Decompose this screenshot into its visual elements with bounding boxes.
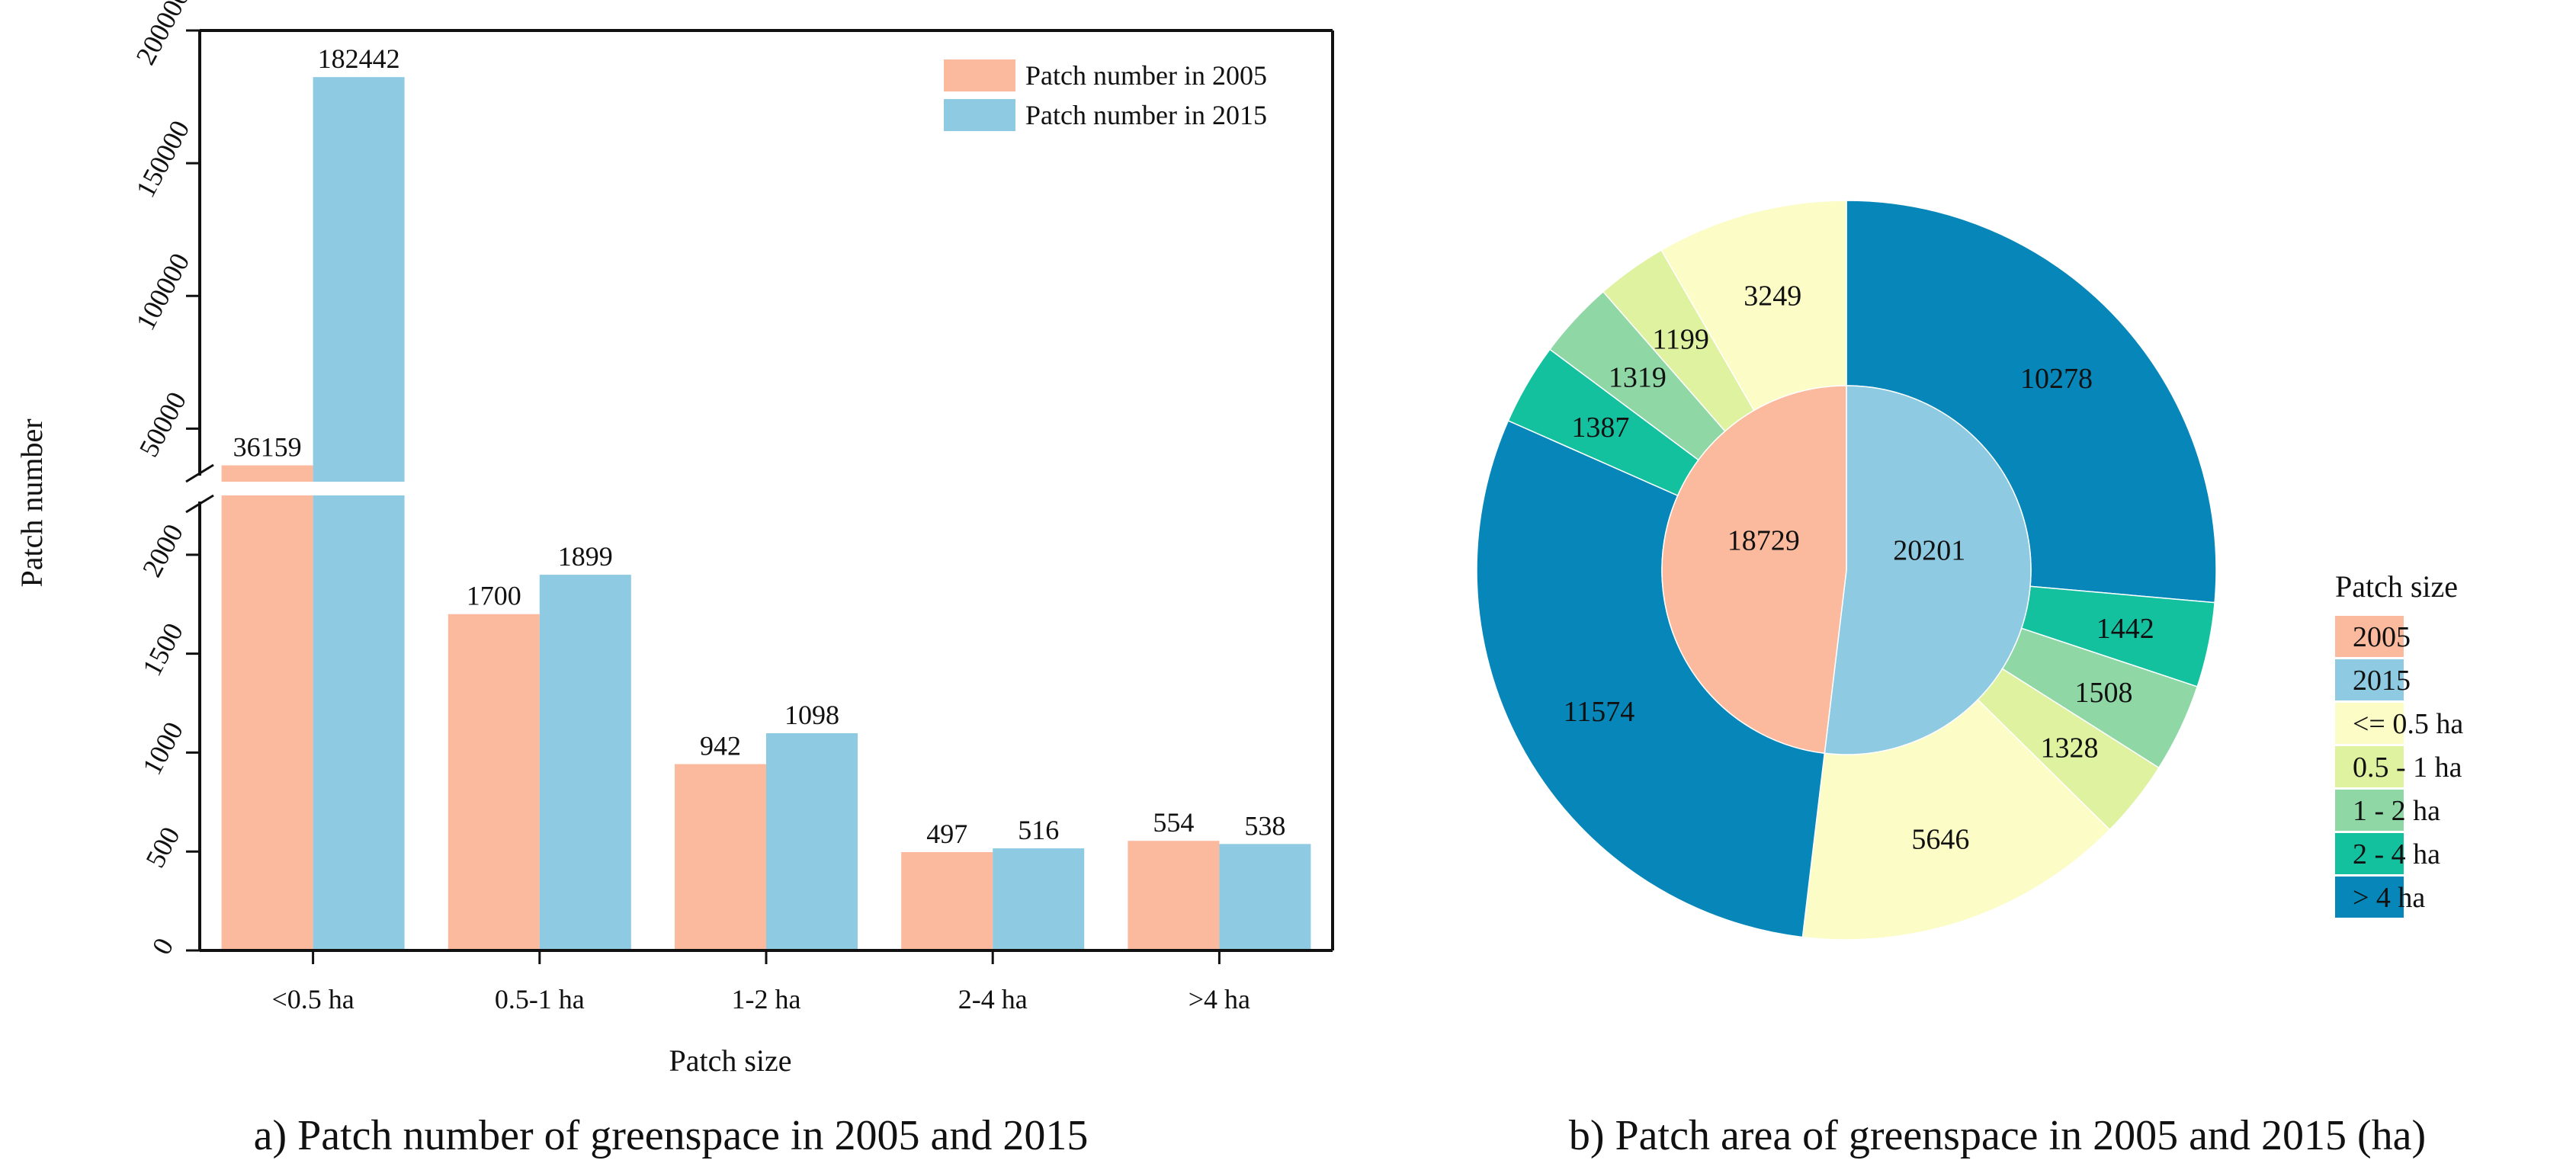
donut-outer-label: 1328 [2040, 732, 2098, 764]
pie-legend-label: <= 0.5 ha [2353, 708, 2463, 740]
bar-data-label: 1700 [467, 581, 521, 611]
y-tick-label: 500 [140, 822, 186, 872]
pie-legend-swatch [2335, 790, 2404, 831]
bar-data-label: 182442 [318, 43, 400, 74]
pie-legend-swatch [2335, 833, 2404, 874]
y-tick-label: 2000 [136, 519, 189, 582]
bar-upper-segment [313, 77, 405, 482]
y-tick-label: 0 [146, 933, 180, 960]
bar [766, 732, 858, 950]
bar-chart-patch-number: Patch number Patch size a) Patch number … [14, 0, 1334, 1159]
pie-legend-label: 0.5 - 1 ha [2353, 752, 2462, 784]
y-tick-label: 50000 [133, 387, 193, 462]
axis-break-gap [177, 482, 1333, 495]
bar [448, 614, 540, 950]
bar [993, 848, 1085, 950]
x-tick-label: <0.5 ha [271, 984, 354, 1014]
donut-inner-label: 20201 [1893, 534, 1965, 566]
donut-inner-slice [1661, 385, 1847, 755]
legend-label-2005: Patch number in 2005 [1025, 60, 1267, 91]
bar-data-label: 1098 [784, 700, 839, 730]
pie-chart-patch-area: 10278 1442 1508 1328 5646 11574 1387 1319 1199 32… [1476, 200, 2463, 1159]
bar [1219, 844, 1311, 950]
donut-outer-label: 3249 [1744, 280, 1801, 312]
bar-y-axis-label: Patch number [14, 418, 49, 587]
pie-legend-swatch [2335, 746, 2404, 787]
pie-legend-title: Patch size [2335, 569, 2458, 604]
pie-chart-caption: b) Patch area of greenspace in 2005 and … [1569, 1112, 2426, 1159]
donut-outer-label: 1319 [1609, 361, 1667, 393]
bar [539, 575, 631, 950]
axis-break-mark [185, 494, 214, 514]
pie-legend-label: > 4 ha [2353, 882, 2425, 914]
bar-data-label: 1899 [558, 541, 613, 572]
legend-swatch-2005 [944, 59, 1015, 91]
legend-swatch-2015 [944, 99, 1015, 131]
pie-legend-swatch [2335, 703, 2404, 744]
bar-data-label: 554 [1153, 807, 1194, 838]
donut-inner-slice [1824, 385, 2032, 755]
legend-label-2015: Patch number in 2015 [1025, 100, 1267, 130]
axis-break-mark [185, 463, 214, 483]
pie-legend-label: 1 - 2 ha [2353, 795, 2440, 827]
bar [901, 851, 993, 950]
y-tick-label: 150000 [130, 115, 195, 202]
y-tick-label: 1500 [136, 618, 189, 681]
x-tick-label: 2-4 ha [958, 984, 1028, 1014]
bar-chart-caption: a) Patch number of greenspace in 2005 an… [254, 1112, 1089, 1159]
donut-outer-label: 1199 [1652, 323, 1709, 355]
donut-outer-label: 10278 [2020, 363, 2093, 395]
donut-outer-label: 1442 [2096, 613, 2154, 645]
pie-legend-label: 2005 [2353, 621, 2411, 653]
bar-data-label: 497 [926, 819, 967, 849]
bar-legend: Patch number in 2005 Patch number in 201… [944, 59, 1267, 131]
bar-x-axis-label: Patch size [669, 1043, 791, 1078]
pie-legend-swatch [2335, 877, 2404, 918]
y-tick-label: 200000 [130, 0, 195, 69]
bar-data-label: 538 [1244, 810, 1285, 841]
pie-legend-swatch [2335, 616, 2404, 657]
pie-legend-label: 2015 [2353, 665, 2411, 697]
donut-inner-label: 18729 [1727, 525, 1800, 557]
donut-outer-label: 1387 [1571, 412, 1629, 444]
bar [675, 764, 766, 950]
bar-data-label: 942 [700, 730, 741, 761]
donut-outer-label: 5646 [1911, 824, 1969, 856]
bar-data-label: 36159 [233, 432, 302, 463]
donut-outer-label: 1508 [2075, 677, 2133, 709]
y-tick-label: 1000 [136, 717, 189, 780]
x-tick-label: >4 ha [1189, 984, 1250, 1014]
bar-data-label: 516 [1018, 815, 1059, 845]
x-tick-label: 0.5-1 ha [495, 984, 585, 1014]
x-tick-label: 1-2 ha [732, 984, 801, 1014]
bar [313, 495, 405, 950]
donut-outer-label: 11574 [1564, 696, 1635, 728]
y-tick-label: 100000 [130, 248, 195, 335]
bar [1128, 841, 1220, 950]
bar [221, 495, 313, 950]
bar-upper-segment [221, 465, 313, 482]
pie-legend-label: 2 - 4 ha [2353, 838, 2440, 870]
pie-legend-swatch [2335, 659, 2404, 700]
